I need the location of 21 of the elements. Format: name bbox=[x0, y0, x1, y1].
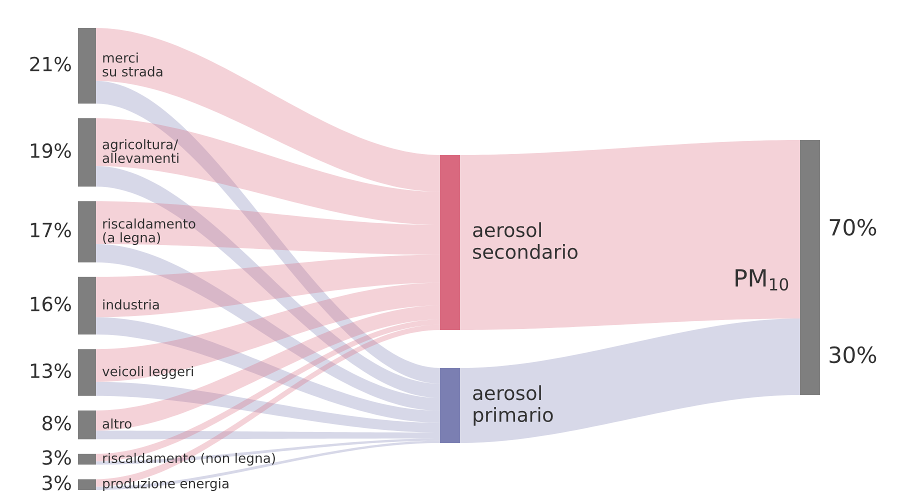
data-label: 3% bbox=[42, 476, 71, 490]
text: 70% bbox=[830, 218, 876, 236]
category-label: altro bbox=[102, 418, 132, 429]
category-label: industria bbox=[103, 299, 159, 310]
text: 30% bbox=[830, 346, 876, 364]
category-label: merci su strada bbox=[102, 52, 162, 77]
category-label: aerosol secondario bbox=[473, 222, 578, 260]
category-label: produzione energia bbox=[103, 478, 228, 491]
category-label: veicoli leggeri bbox=[102, 366, 193, 379]
data-label: 13% bbox=[30, 363, 71, 378]
category-label: aerosol primario bbox=[473, 385, 553, 426]
data-label: 8% bbox=[42, 416, 71, 430]
data-label: 3% bbox=[42, 450, 71, 465]
data-label: 16% bbox=[30, 296, 71, 312]
category-label: PM$_{10}$ bbox=[736, 269, 788, 291]
data-label: 21% bbox=[30, 56, 71, 72]
data-label: 17% bbox=[30, 222, 71, 238]
category-label: agricoltura/ allevamenti bbox=[102, 139, 178, 164]
data-label: 19% bbox=[30, 143, 71, 158]
category-label: riscaldamento (a legna) bbox=[103, 218, 196, 246]
category-label: riscaldamento (non legna) bbox=[103, 452, 275, 466]
